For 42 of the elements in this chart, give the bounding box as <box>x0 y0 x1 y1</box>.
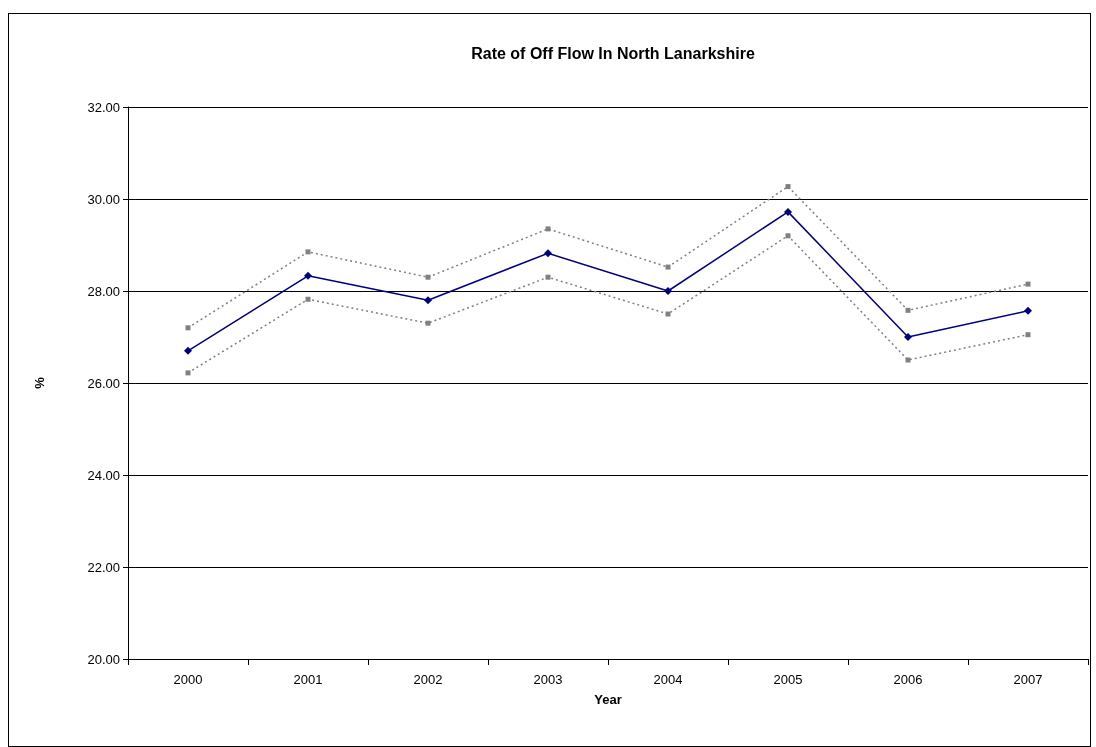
x-tick-label: 2000 <box>173 672 203 687</box>
point <box>184 346 192 355</box>
point <box>905 307 911 313</box>
y-tick-label: 32.00 <box>87 99 120 115</box>
y-tick-label: 30.00 <box>87 191 120 207</box>
x-tick-label: 2005 <box>773 672 803 687</box>
point <box>1024 306 1032 315</box>
point <box>665 311 671 317</box>
y-tick-label: 22.00 <box>87 559 120 575</box>
point <box>305 249 311 255</box>
point <box>665 264 671 270</box>
x-tick-label: 2003 <box>533 672 563 687</box>
point <box>425 320 431 326</box>
point <box>785 184 791 190</box>
y-axis-title: % <box>32 376 47 389</box>
point <box>1025 332 1031 338</box>
x-tick-label: 2002 <box>413 672 443 687</box>
y-tick-label: 26.00 <box>87 375 120 391</box>
x-tick-label: 2004 <box>653 672 683 687</box>
x-tick-label: 2007 <box>1013 672 1043 687</box>
point <box>545 274 551 280</box>
point <box>425 274 431 280</box>
point <box>544 249 552 258</box>
point <box>1025 281 1031 287</box>
point <box>904 333 912 341</box>
point <box>305 296 311 302</box>
point <box>784 207 792 216</box>
point <box>664 287 672 295</box>
point <box>185 370 191 376</box>
point <box>424 296 432 305</box>
point <box>185 325 191 331</box>
y-tick-label: 20.00 <box>87 651 120 667</box>
point <box>785 233 791 239</box>
x-tick-label: 2001 <box>293 672 323 687</box>
x-tick-label: 2006 <box>893 672 923 687</box>
point <box>905 357 911 363</box>
x-axis-title: Year <box>594 692 622 707</box>
chart-title: Rate of Off Flow In North Lanarkshire <box>471 44 755 62</box>
y-tick-label: 28.00 <box>87 283 120 299</box>
point <box>545 226 551 232</box>
point <box>304 271 312 280</box>
y-tick-label: 24.00 <box>87 467 120 483</box>
